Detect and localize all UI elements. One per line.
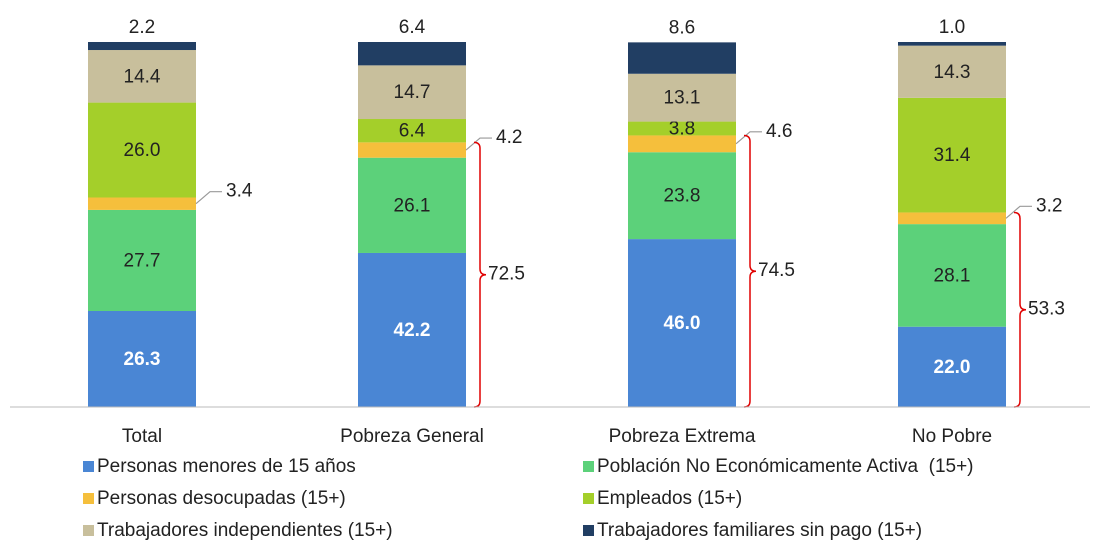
bar-segment [898, 212, 1006, 225]
leader-line [465, 137, 492, 151]
bar-segment [358, 142, 466, 158]
data-label: 26.3 [124, 349, 161, 370]
data-label: 22.0 [934, 357, 971, 378]
legend-label: Personas desocupadas (15+) [97, 488, 346, 509]
data-label: 42.2 [394, 320, 431, 341]
data-label: 14.4 [124, 66, 161, 87]
data-label: 8.6 [669, 17, 695, 38]
data-label: 23.8 [664, 186, 701, 207]
bar-segment [898, 326, 1006, 407]
data-label: 4.2 [496, 127, 522, 148]
legend-swatch [583, 461, 594, 472]
data-label: 3.8 [669, 119, 695, 140]
bar-segment [358, 157, 466, 253]
x-tick-label: Pobreza Extrema [609, 426, 756, 447]
data-label: 3.2 [1036, 195, 1062, 216]
bar-segment [88, 311, 196, 407]
legend-label: Trabajadores familiares sin pago (15+) [597, 520, 922, 541]
x-tick-label: Pobreza General [340, 426, 484, 447]
bar-segment [898, 224, 1006, 327]
legend-label: Personas menores de 15 años [97, 456, 356, 477]
legend-swatch [583, 493, 594, 504]
bar-segment [628, 73, 736, 122]
bracket-label: 72.5 [488, 264, 525, 285]
legend-swatch [83, 493, 94, 504]
data-label: 31.4 [934, 145, 971, 166]
bar-segment [88, 197, 196, 210]
legend-swatch [583, 525, 594, 536]
bar-segment [898, 45, 1006, 98]
bracket [473, 141, 487, 408]
bar-segment [88, 50, 196, 103]
leader-line [195, 191, 222, 205]
data-label: 13.1 [664, 88, 701, 109]
leader-line [1005, 205, 1032, 219]
data-label: 46.0 [664, 313, 701, 334]
bar-segment [898, 97, 1006, 213]
legend-label: Población No Económicamente Activa (15+) [597, 456, 974, 477]
bracket-label: 74.5 [758, 260, 795, 281]
legend-label: Trabajadores independientes (15+) [97, 520, 393, 541]
bar-segment [358, 252, 466, 407]
bar-segment [88, 209, 196, 312]
bar-segment [628, 152, 736, 240]
bar-segment [628, 135, 736, 153]
data-label: 6.4 [399, 17, 426, 38]
bar-segment [358, 119, 466, 143]
bar-segment [628, 121, 736, 136]
bracket [743, 134, 757, 408]
x-tick-label: No Pobre [912, 426, 992, 447]
x-tick-label: Total [122, 426, 162, 447]
data-label: 3.4 [226, 181, 253, 202]
legend-label: Empleados (15+) [597, 488, 742, 509]
bar-segment [88, 102, 196, 198]
data-label: 6.4 [399, 121, 426, 142]
data-label: 4.6 [766, 121, 792, 142]
bar-segment [628, 42, 736, 74]
bracket [1013, 211, 1027, 408]
bar-segment [898, 42, 1006, 46]
data-label: 1.0 [939, 17, 965, 38]
bar-segment [358, 65, 466, 120]
bar-segment [628, 239, 736, 407]
data-label: 28.1 [934, 265, 971, 286]
legend-swatch [83, 461, 94, 472]
bar-segment [358, 42, 466, 66]
data-label: 26.1 [394, 195, 431, 216]
bracket-label: 53.3 [1028, 299, 1065, 320]
legend-swatch [83, 525, 94, 536]
data-label: 14.7 [394, 82, 431, 103]
data-label: 14.3 [934, 62, 971, 83]
data-label: 2.2 [129, 17, 155, 38]
bar-segment [88, 42, 196, 51]
leader-line [735, 131, 762, 145]
data-label: 26.0 [124, 140, 161, 161]
data-label: 27.7 [124, 250, 161, 271]
